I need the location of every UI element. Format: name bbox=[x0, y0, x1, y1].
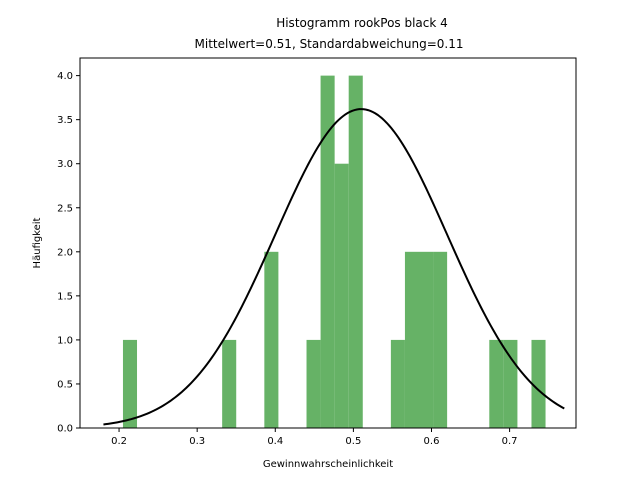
histogram-bar-0 bbox=[122, 339, 138, 428]
histogram-bar-2 bbox=[264, 251, 279, 428]
histogram-bar-3 bbox=[306, 339, 321, 428]
chart-title: Histogramm rookPos black 4 bbox=[276, 16, 448, 30]
chart-subtitle: Mittelwert=0.51, Standardabweichung=0.11 bbox=[195, 37, 464, 51]
histogram-bar-4 bbox=[320, 75, 335, 429]
y-axis-label: Häufigkeit bbox=[32, 217, 43, 268]
x-tick-label-1: 0.3 bbox=[189, 436, 205, 447]
histogram-bar-13 bbox=[531, 339, 546, 428]
curve-layer bbox=[103, 108, 565, 426]
y-tick-label-5: 2.5 bbox=[57, 203, 73, 214]
histogram-bar-12 bbox=[503, 339, 518, 428]
y-tick-label-0: 0.0 bbox=[57, 424, 73, 435]
histogram-bar-1 bbox=[222, 339, 237, 428]
y-tick-label-6: 3.0 bbox=[57, 159, 73, 170]
y-axis-ticks: 0.0 0.5 1.0 1.5 2.0 2.5 3.0 3.5 4.0 bbox=[57, 71, 80, 435]
histogram-bar-5 bbox=[334, 163, 349, 428]
y-tick-label-4: 2.0 bbox=[57, 247, 73, 258]
histogram-bars bbox=[122, 75, 546, 429]
x-tick-label-2: 0.4 bbox=[267, 436, 283, 447]
y-tick-label-3: 1.5 bbox=[57, 291, 73, 302]
x-axis-label: Gewinnwahrscheinlichkeit bbox=[263, 459, 393, 470]
normal-distribution-curve bbox=[103, 108, 565, 426]
histogram-bar-8 bbox=[404, 251, 419, 428]
x-axis-ticks: 0.2 0.3 0.4 0.5 0.6 0.7 bbox=[111, 428, 518, 447]
x-tick-label-0: 0.2 bbox=[111, 436, 127, 447]
histogram-bar-7 bbox=[390, 339, 405, 428]
y-tick-label-7: 3.5 bbox=[57, 115, 73, 126]
y-tick-label-1: 0.5 bbox=[57, 379, 73, 390]
y-tick-label-8: 4.0 bbox=[57, 71, 73, 82]
histogram-bar-6 bbox=[348, 75, 363, 429]
histogram-bar-9 bbox=[419, 251, 434, 428]
x-tick-label-3: 0.5 bbox=[345, 436, 361, 447]
plot-frame bbox=[79, 57, 577, 429]
x-tick-label-4: 0.6 bbox=[424, 436, 440, 447]
histogram-bar-11 bbox=[489, 339, 504, 428]
x-tick-label-5: 0.7 bbox=[502, 436, 518, 447]
histogram-bar-10 bbox=[433, 251, 448, 428]
y-tick-label-2: 1.0 bbox=[57, 335, 73, 346]
